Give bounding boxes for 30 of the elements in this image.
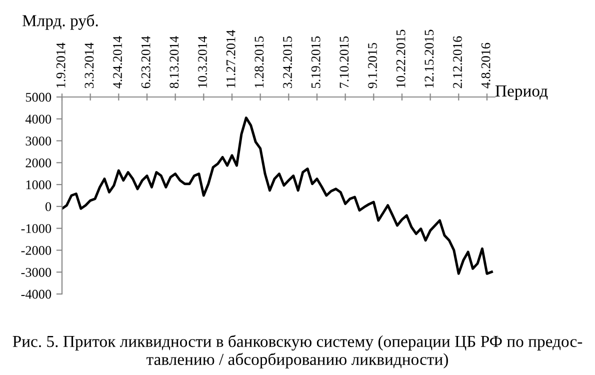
x-tick-label: 5.19.2015 (311, 36, 320, 88)
x-tick-label: 1.9.2014 (56, 42, 66, 88)
y-tick-label: -3000 (21, 268, 52, 277)
y-tick-label: 0 (45, 202, 52, 212)
y-tick-label: 3000 (26, 136, 52, 146)
line-series (62, 116, 493, 275)
x-tick-label: 10.22.2015 (396, 30, 406, 88)
y-tick-label: -4000 (21, 290, 52, 299)
x-tick-label: 7.10.2015 (340, 36, 349, 88)
x-tick-label: 9.1.2015 (368, 43, 378, 88)
y-axis-title: Млрд. руб. (22, 14, 98, 30)
x-tick-label: 11.27.2014 (226, 30, 236, 88)
y-tick-label: -1000 (21, 224, 52, 234)
x-tick-label: 4.24.2014 (113, 36, 122, 88)
x-tick-label: 2.12.2016 (453, 36, 462, 88)
y-tick-label: 1000 (26, 180, 52, 190)
y-tick-label: 4000 (25, 114, 52, 124)
y-tick-label: -2000 (21, 246, 52, 255)
x-tick-label: 1.28.2015 (254, 36, 264, 88)
text: Рис. 5. Приток ликвидности в банковскую систему (операции ЦБ РФ по предос- тавлению / абсорбированию ликвидности) (12, 335, 582, 368)
x-tick-label: 4.8.2016 (481, 42, 490, 88)
y-tick-label: 5000 (26, 92, 52, 102)
x-axis-title: Период (495, 86, 548, 100)
x-tick-label: 8.13.2014 (170, 36, 179, 88)
x-tick-label: 12.15.2015 (424, 30, 434, 88)
y-tick-label: 2000 (26, 158, 52, 168)
x-tick-label: 3.24.2015 (283, 36, 292, 88)
x-tick-label: 6.23.2014 (141, 36, 150, 88)
x-tick-label: 3.3.2014 (84, 42, 94, 88)
x-tick-label: 10.3.2014 (198, 36, 208, 88)
